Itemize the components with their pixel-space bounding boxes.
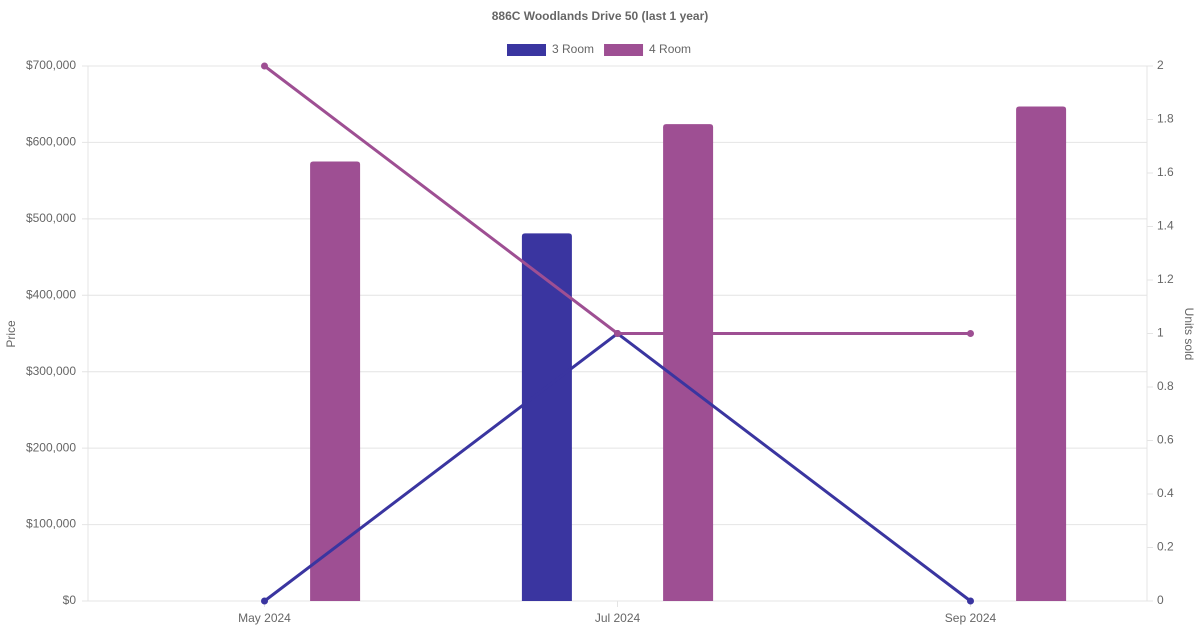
units-point [967, 330, 974, 337]
y-axis-label: Price [4, 320, 18, 348]
legend-label: 3 Room [552, 42, 594, 56]
y2-tick-label: 1.4 [1157, 219, 1174, 233]
units-line [263, 331, 972, 603]
legend-label: 4 Room [649, 42, 691, 56]
y2-tick-label: 2 [1157, 58, 1164, 72]
units-point [261, 62, 268, 70]
legend-swatch [604, 44, 644, 56]
y2-tick-label: 1 [1157, 326, 1164, 340]
y2-tick-label: 1.2 [1157, 272, 1174, 286]
legend-swatch [507, 44, 546, 56]
chart-title: 886C Woodlands Drive 50 (last 1 year) [492, 9, 709, 23]
bar [521, 233, 572, 601]
bar [310, 161, 361, 602]
units-point [261, 597, 268, 605]
y2-tick-label: 0.2 [1157, 540, 1174, 554]
bar [663, 124, 714, 601]
bar [1016, 106, 1067, 601]
units-point [614, 330, 621, 337]
y2-axis-label: Units sold [1182, 308, 1196, 361]
y-tick-label: $700,000 [26, 58, 76, 72]
units-line [263, 64, 971, 335]
y-tick-label: $600,000 [26, 135, 76, 149]
y-tick-label: $500,000 [26, 211, 76, 225]
y-tick-label: $300,000 [26, 364, 76, 378]
y-tick-label: $100,000 [26, 517, 76, 531]
y-tick-label: $0 [63, 593, 77, 607]
y2-tick-label: 1.6 [1157, 165, 1174, 179]
x-tick-label: May 2024 [238, 611, 291, 625]
y2-tick-label: 0.6 [1157, 433, 1174, 447]
y-tick-label: $400,000 [26, 287, 76, 301]
y2-tick-label: 0 [1157, 593, 1164, 607]
x-tick-label: Jul 2024 [595, 611, 641, 625]
y2-tick-label: 0.8 [1157, 379, 1174, 393]
y-tick-label: $200,000 [26, 440, 76, 454]
y2-tick-label: 0.4 [1157, 486, 1174, 500]
y2-tick-label: 1.8 [1157, 112, 1174, 126]
units-point [967, 597, 974, 605]
x-tick-label: Sep 2024 [945, 611, 997, 625]
